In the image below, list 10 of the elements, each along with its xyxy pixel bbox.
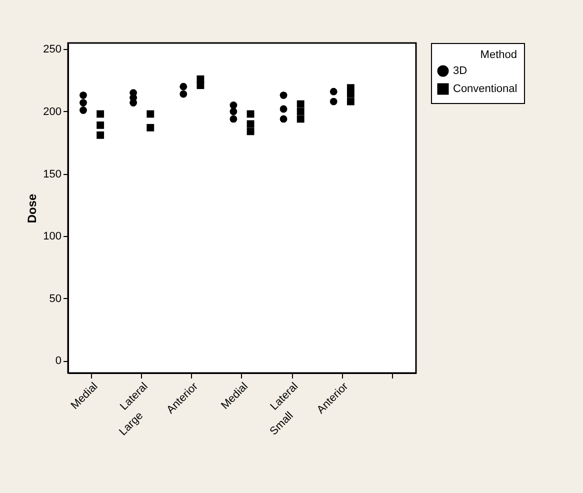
y-tick-label: 0: [55, 355, 62, 368]
y-tick-label: 50: [49, 292, 62, 305]
y-axis-title: Dose: [25, 194, 40, 224]
y-tick-label: 250: [43, 44, 62, 56]
legend-title: Method: [480, 49, 517, 61]
y-tick-label: 150: [43, 168, 62, 180]
legend-label: Conventional: [453, 83, 518, 95]
legend-label: 3D: [453, 65, 468, 77]
y-tick-label: 200: [43, 106, 62, 118]
y-tick-label: 100: [43, 230, 62, 243]
